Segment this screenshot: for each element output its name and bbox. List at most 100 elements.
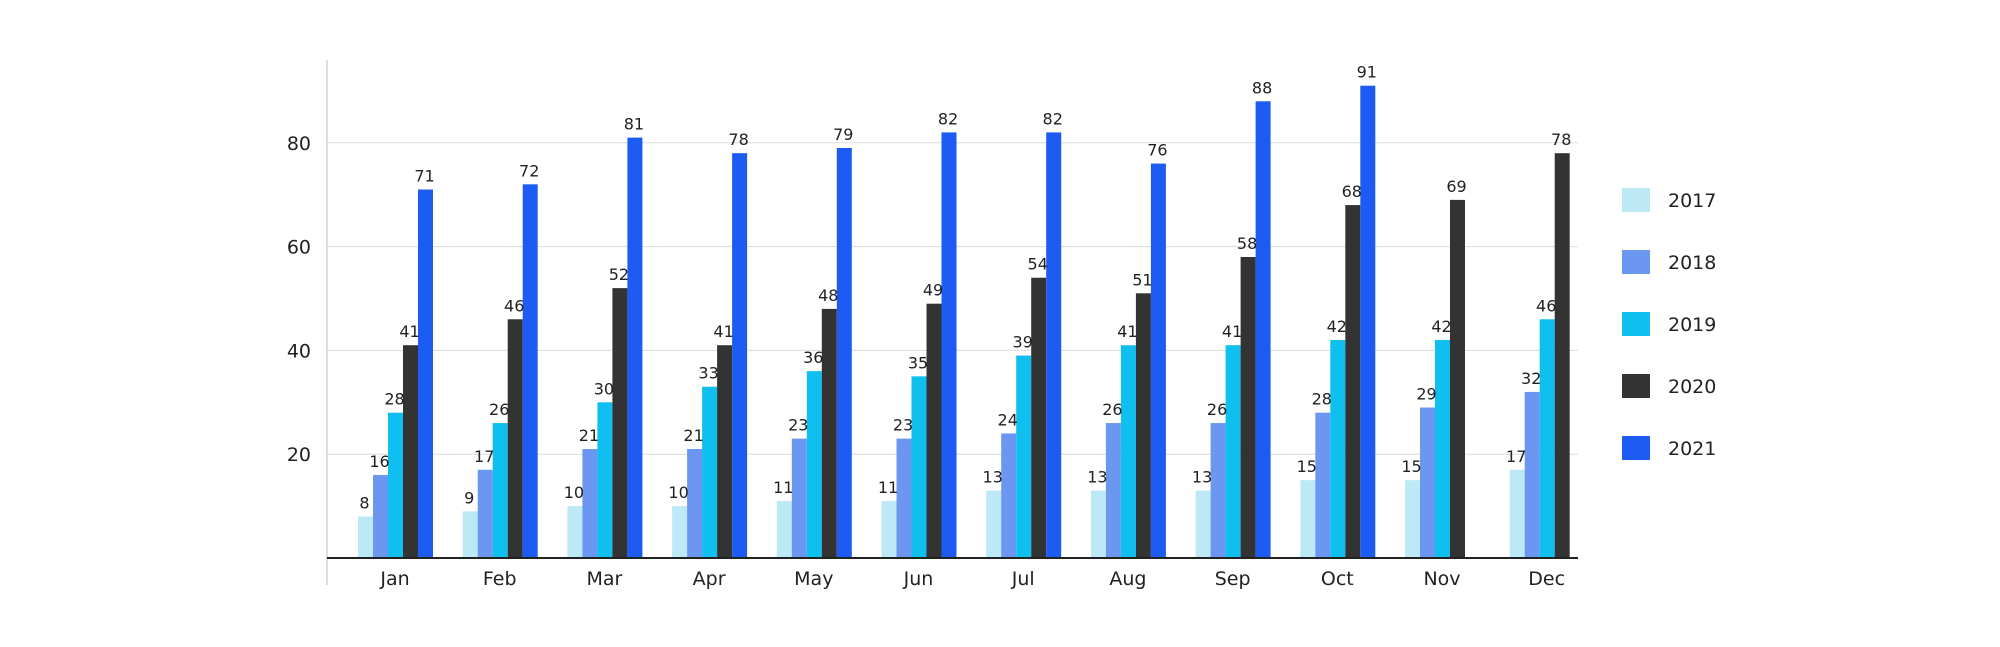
legend-swatch-2019 — [1622, 312, 1650, 336]
x-tick-label: Aug — [1109, 568, 1146, 590]
data-label: 28 — [384, 390, 404, 409]
bar-jun-2019 — [911, 376, 927, 558]
data-label: 42 — [1431, 317, 1451, 336]
bar-dec-2018 — [1524, 391, 1540, 558]
data-label: 51 — [1132, 270, 1152, 289]
data-label: 26 — [489, 400, 509, 419]
data-label: 29 — [1416, 384, 1436, 403]
x-tick-label: May — [794, 568, 833, 590]
data-label: 88 — [1252, 78, 1272, 97]
data-label: 41 — [1222, 322, 1242, 341]
bar-sep-2021 — [1255, 101, 1271, 558]
data-label: 91 — [1357, 63, 1377, 82]
data-label: 21 — [579, 426, 599, 445]
data-label: 26 — [1207, 400, 1227, 419]
bar-feb-2020 — [507, 319, 523, 558]
bar-nov-2017 — [1405, 480, 1420, 558]
bar-jul-2021 — [1046, 132, 1062, 559]
data-label: 36 — [803, 348, 823, 367]
bar-jul-2020 — [1031, 277, 1047, 558]
data-label: 15 — [1297, 457, 1317, 476]
bar-sep-2020 — [1240, 256, 1256, 558]
bar-apr-2018 — [687, 449, 703, 558]
legend-label: 2021 — [1668, 438, 1716, 460]
bar-jun-2018 — [896, 438, 912, 558]
y-tick-label: 20 — [287, 444, 311, 466]
data-label: 81 — [624, 115, 644, 134]
x-tick-label: Mar — [586, 568, 622, 590]
bar-oct-2020 — [1345, 205, 1361, 558]
data-label: 41 — [713, 322, 733, 341]
bar-may-2020 — [821, 308, 837, 558]
bar-jul-2017 — [986, 490, 1002, 558]
bar-apr-2017 — [672, 506, 688, 558]
data-label: 17 — [474, 447, 494, 466]
bars — [358, 85, 1570, 559]
x-tick-label: Jun — [903, 568, 934, 590]
y-tick-label: 60 — [287, 237, 311, 259]
data-label: 58 — [1237, 234, 1257, 253]
bar-apr-2019 — [702, 386, 718, 558]
bar-apr-2020 — [717, 345, 733, 558]
data-label: 21 — [683, 426, 703, 445]
data-label: 15 — [1401, 457, 1421, 476]
bar-feb-2021 — [522, 184, 538, 558]
x-tick-label: Jul — [1011, 568, 1035, 590]
data-label: 26 — [1102, 400, 1122, 419]
x-tick-label: Feb — [483, 568, 517, 590]
bar-jan-2018 — [373, 474, 388, 558]
y-tick-label: 80 — [287, 133, 311, 155]
bar-jun-2017 — [881, 500, 897, 558]
data-label: 52 — [609, 265, 629, 284]
data-label: 49 — [923, 281, 943, 300]
data-label: 41 — [399, 322, 419, 341]
y-tick-label: 40 — [287, 340, 311, 362]
bar-aug-2021 — [1150, 163, 1166, 558]
data-label: 79 — [833, 125, 853, 144]
bar-sep-2017 — [1195, 490, 1211, 558]
legend-label: 2020 — [1668, 376, 1716, 398]
data-label: 76 — [1147, 141, 1167, 160]
bar-sep-2018 — [1210, 423, 1226, 558]
x-axis-ticks: Jan Feb Mar Apr May Jun Jul Aug Sep Oct Nov Dec — [379, 568, 1565, 590]
x-tick-label: Oct — [1321, 568, 1354, 590]
x-tick-label: Nov — [1423, 568, 1460, 590]
legend-label: 2018 — [1668, 252, 1716, 274]
bar-jun-2020 — [926, 303, 942, 558]
x-tick-label: Dec — [1528, 568, 1565, 590]
bar-oct-2017 — [1300, 480, 1316, 558]
bar-feb-2019 — [492, 423, 508, 558]
data-label: 54 — [1028, 255, 1048, 274]
x-tick-label: Jan — [379, 568, 409, 590]
bar-dec-2020 — [1554, 153, 1570, 558]
data-label: 23 — [893, 416, 913, 435]
bar-may-2017 — [776, 500, 792, 558]
bar-jan-2020 — [403, 345, 418, 558]
bar-feb-2018 — [477, 469, 493, 558]
data-label: 41 — [1117, 322, 1137, 341]
data-label: 28 — [1312, 390, 1332, 409]
bar-sep-2019 — [1225, 345, 1241, 558]
bar-nov-2018 — [1420, 407, 1435, 558]
data-label: 32 — [1521, 369, 1541, 388]
data-label: 78 — [1551, 130, 1571, 149]
data-label: 46 — [1536, 296, 1556, 315]
bar-jan-2017 — [358, 516, 373, 558]
bar-feb-2017 — [462, 511, 478, 558]
bar-jul-2018 — [1001, 433, 1017, 558]
bar-may-2021 — [836, 147, 852, 559]
bar-oct-2019 — [1330, 340, 1346, 558]
data-label: 10 — [668, 483, 688, 502]
data-label: 42 — [1327, 317, 1347, 336]
data-label: 13 — [983, 468, 1003, 487]
legend-swatch-2021 — [1622, 436, 1650, 460]
data-label: 71 — [414, 167, 434, 186]
data-label: 13 — [1192, 468, 1212, 487]
data-label: 17 — [1506, 447, 1526, 466]
bar-mar-2019 — [597, 402, 613, 558]
bar-jan-2021 — [418, 189, 433, 558]
data-labels: 8 16 28 41 71 9 17 26 46 72 10 21 30 52 81 10 21 33 41 78 11… — [359, 63, 1571, 513]
x-tick-label: Apr — [693, 568, 726, 590]
bar-mar-2018 — [582, 449, 598, 558]
legend-swatch-2020 — [1622, 374, 1650, 398]
